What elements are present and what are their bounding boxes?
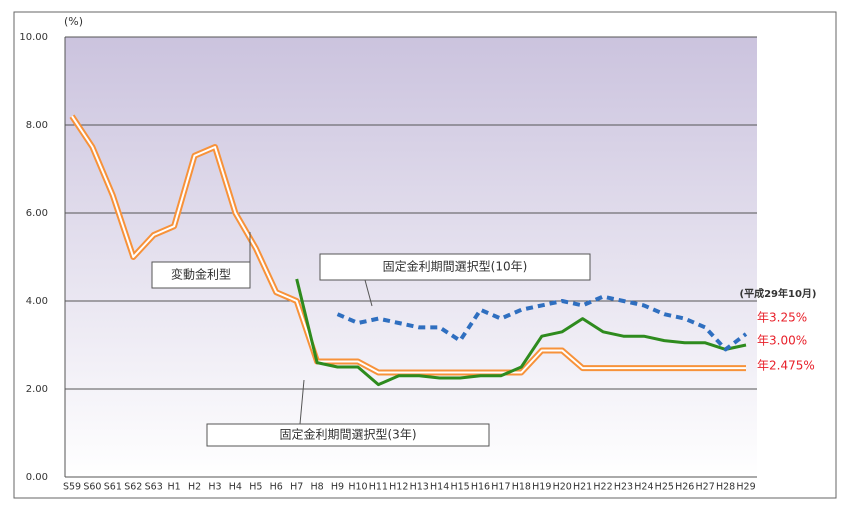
line [295,278,747,387]
x-tick-label: H24 [634,482,653,493]
y-tick-label: 4.00 [26,296,48,307]
y-tick-label: 0.00 [26,472,48,483]
x-tick-label: S62 [124,482,142,493]
end-label: 年2.475% [757,359,815,373]
line [336,294,748,352]
x-tick-label: H25 [655,482,674,493]
legend-label: 固定金利期間選択型(10年) [383,259,528,274]
callout-leader [364,279,373,307]
x-tick-label: H9 [331,482,344,493]
x-tick-label: H17 [491,482,510,493]
x-tick-label: H22 [593,482,612,493]
y-tick-label: 10.00 [19,32,48,43]
callout-box [319,253,591,281]
x-tick-label: H26 [675,482,694,493]
x-tick-label: S60 [83,482,101,493]
x-tick-label: H4 [229,482,242,493]
x-tick-label: H1 [168,482,181,493]
line-core [71,115,746,374]
x-tick-label: H14 [430,482,449,493]
x-tick-label: H11 [369,482,388,493]
y-tick-label: 2.00 [26,384,48,395]
x-tick-label: H23 [614,482,633,493]
end-label: 年3.25% [757,311,807,325]
y-tick-label: 6.00 [26,208,48,219]
x-tick-label: H6 [270,482,283,493]
x-tick-label: H16 [471,482,490,493]
y-tick-label: 8.00 [26,120,48,131]
x-tick-label: H29 [736,482,755,493]
x-tick-label: H21 [573,482,592,493]
callout-box [206,423,490,447]
x-tick-label: H10 [348,482,367,493]
x-tick-label: H27 [696,482,715,493]
x-tick-label: H20 [553,482,572,493]
y-unit: (%) [64,15,83,28]
x-tick-label: H2 [188,482,201,493]
x-tick-label: H7 [290,482,303,493]
x-tick-label: S63 [145,482,163,493]
x-tick-label: H28 [716,482,735,493]
x-tick-label: H19 [532,482,551,493]
callout-leader [299,379,305,425]
x-tick-label: H15 [450,482,469,493]
x-tick-label: H3 [208,482,221,493]
x-tick-label: S59 [63,482,81,493]
legend-label: 変動金利型 [171,267,231,282]
x-tick-label: H8 [310,482,323,493]
x-tick-label: H12 [389,482,408,493]
legend-label: 固定金利期間選択型(3年) [280,427,417,442]
x-tick-label: H18 [512,482,531,493]
x-tick-label: H13 [410,482,429,493]
x-tick-label: S61 [104,482,122,493]
end-label: 年3.00% [757,334,807,348]
callout-box [151,261,251,289]
x-tick-label: H5 [249,482,262,493]
note: (平成29年10月) [740,287,817,300]
